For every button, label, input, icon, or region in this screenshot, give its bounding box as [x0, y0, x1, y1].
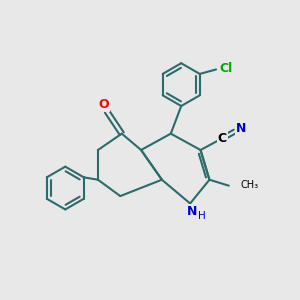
Text: C: C [218, 132, 227, 145]
Text: H: H [197, 211, 205, 221]
Text: N: N [186, 205, 197, 218]
Text: Cl: Cl [219, 62, 232, 75]
Text: CH₃: CH₃ [240, 180, 258, 190]
Text: O: O [99, 98, 109, 111]
Text: N: N [236, 122, 246, 134]
